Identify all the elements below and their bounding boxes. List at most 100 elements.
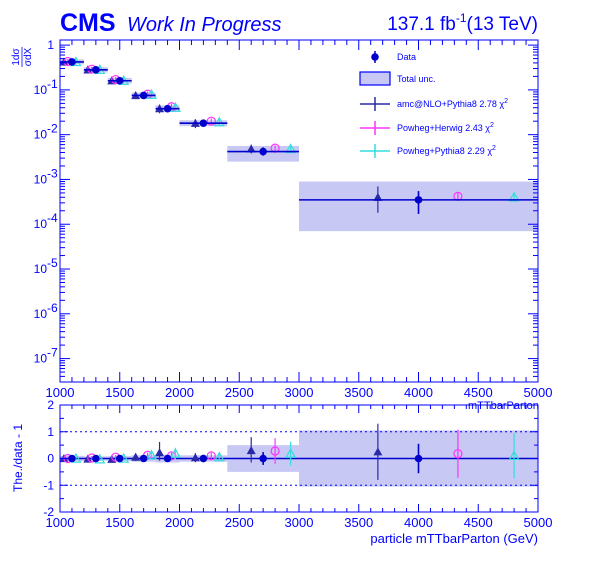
data-ratio-point <box>139 454 148 463</box>
data-point <box>115 76 124 85</box>
legend-herwig-label: Powheg+Herwig 2.43 χ2 <box>397 122 494 133</box>
top-x-tick-label: 2000 <box>165 385 194 400</box>
legend-total-unc-label: Total unc. <box>397 74 436 84</box>
top-y-tick-label: 1 <box>47 38 54 52</box>
top-y-title-den: σdX <box>23 47 34 66</box>
data-ratio-point <box>414 454 423 463</box>
ratio-marks <box>59 423 520 480</box>
pythia-point-ratio <box>508 450 520 461</box>
top-y-tick-exponent: -1 <box>47 77 58 91</box>
herwig-point-ratio <box>270 446 280 456</box>
ratio-x-tick-label: 5000 <box>524 515 553 530</box>
top-y-tick-label: 10 <box>34 262 48 276</box>
amc-point-ratio <box>373 447 383 456</box>
legend-pythia-text: Powheg+Pythia8 2.29 χ <box>397 146 492 156</box>
data-ratio-point <box>199 454 208 463</box>
pythia-point-ratio <box>169 447 181 458</box>
data-point <box>414 196 423 204</box>
ratio-x-tick-label: 4000 <box>404 515 433 530</box>
herwig-point <box>206 116 216 126</box>
top-x-tick-label: 2500 <box>225 385 254 400</box>
legend: Data Total unc. amc@NLO+Pythia8 2.78 χ2 … <box>359 51 508 158</box>
ratio-x-tick-label: 4500 <box>464 515 493 530</box>
pythia-point-ratio <box>213 451 225 462</box>
work-in-progress-label: Work In Progress <box>127 14 281 36</box>
ratio-x-tick-label: 2500 <box>225 515 254 530</box>
herwig-point-ratio <box>206 451 216 461</box>
top-marks <box>59 56 538 214</box>
ratio-x-axis-title: particle mTTbarParton (GeV) <box>370 531 538 546</box>
pythia-point <box>146 88 158 99</box>
top-x-tick-label: 3500 <box>344 385 373 400</box>
data-point <box>68 58 76 66</box>
legend-total-unc-swatch <box>359 71 391 86</box>
top-y-title-num: 1dσ <box>11 48 22 66</box>
top-x-axis-label-partial: mTTbarParton <box>468 400 539 412</box>
top-y-tick-exponent: -2 <box>47 122 58 136</box>
ratio-y-tick-label: -2 <box>43 505 54 519</box>
top-y-tick-label: 10 <box>34 307 48 321</box>
top-x-tick-label: 1500 <box>105 385 134 400</box>
data-ratio-point <box>68 454 76 463</box>
ratio-y-tick-label: 2 <box>47 398 54 412</box>
top-y-tick-exponent: -7 <box>47 346 58 360</box>
amc-point-ratio <box>155 448 165 457</box>
top-y-tick-exponent: -4 <box>47 211 58 225</box>
amc-point-ratio <box>190 453 200 462</box>
top-y-tick-label: 10 <box>34 172 48 186</box>
legend-data-marker <box>371 53 379 61</box>
ratio-axes: 1000 1500 2000 2500 3000 3500 4000 4500 5000 2 1 0 -… <box>43 398 552 530</box>
ratio-x-tick-label: 1000 <box>46 515 75 530</box>
legend-data-label: Data <box>397 52 416 62</box>
legend-pythia: Powheg+Pythia8 2.29 χ2 <box>360 144 496 158</box>
data-ratio-point <box>115 454 124 463</box>
top-x-tick-label: 3000 <box>285 385 314 400</box>
top-y-axis-title: 1dσ σdX <box>11 47 34 67</box>
legend-amc-chi-sup: 2 <box>504 98 508 105</box>
legend-pythia-label: Powheg+Pythia8 2.29 χ2 <box>397 145 496 156</box>
ratio-x-tick-label: 3000 <box>285 515 314 530</box>
pythia-point <box>508 191 520 202</box>
top-y-tick-label: 10 <box>34 217 48 231</box>
pythia-point <box>169 101 181 112</box>
top-x-tick-label: 5000 <box>524 385 553 400</box>
pythia-point <box>213 116 225 127</box>
legend-total-unc: Total unc. <box>359 71 436 86</box>
top-y-tick-label: 10 <box>34 352 48 366</box>
data-point <box>259 147 267 156</box>
energy-label: (13 TeV) <box>467 14 538 35</box>
pythia-point-ratio <box>146 449 158 460</box>
amc-point-ratio <box>246 445 256 455</box>
ratio-panel: 1000 1500 2000 2500 3000 3500 4000 4500 5000 2 1 0 -… <box>11 398 552 546</box>
data-ratio-point <box>92 454 100 463</box>
top-y-tick-exponent: -3 <box>47 166 58 180</box>
legend-amc: amc@NLO+Pythia8 2.78 χ2 <box>360 97 508 111</box>
lumi-label: 137.1 fb-1(13 TeV) <box>387 11 538 35</box>
amc-point <box>373 192 383 201</box>
ratio-y-tick-label: 0 <box>47 452 54 466</box>
ratio-y-tick-label: 1 <box>47 425 54 439</box>
top-x-tick-label: 4500 <box>464 385 493 400</box>
data-point <box>139 91 148 100</box>
ratio-y-axis-title: The./data - 1 <box>11 424 25 492</box>
top-y-tick-exponent: -6 <box>47 301 58 315</box>
legend-amc-text: amc@NLO+Pythia8 2.78 χ <box>397 99 504 109</box>
amc-point-ratio <box>131 452 141 461</box>
amc-point <box>246 144 256 153</box>
data-point <box>163 104 172 113</box>
ratio-x-tick-label: 1500 <box>105 515 134 530</box>
lumi-exponent: -1 <box>456 11 467 25</box>
legend-herwig-text: Powheg+Herwig 2.43 χ <box>397 123 490 133</box>
legend-data: Data <box>371 51 416 63</box>
legend-pythia-chi-sup: 2 <box>492 145 496 152</box>
top-axes: 1000 1500 2000 2500 3000 3500 4000 4500 5000110-… <box>34 38 553 400</box>
top-panel: 1000 1500 2000 2500 3000 3500 4000 4500 5000110-… <box>11 38 552 412</box>
cms-label: CMS <box>60 9 116 37</box>
top-y-tick-label: 10 <box>34 128 48 142</box>
top-y-tick-exponent: -5 <box>47 256 58 270</box>
ratio-x-tick-label: 2000 <box>165 515 194 530</box>
data-point <box>199 119 208 128</box>
herwig-point-ratio <box>453 449 463 459</box>
pythia-point-ratio <box>285 447 297 458</box>
data-ratio-point <box>259 454 267 463</box>
